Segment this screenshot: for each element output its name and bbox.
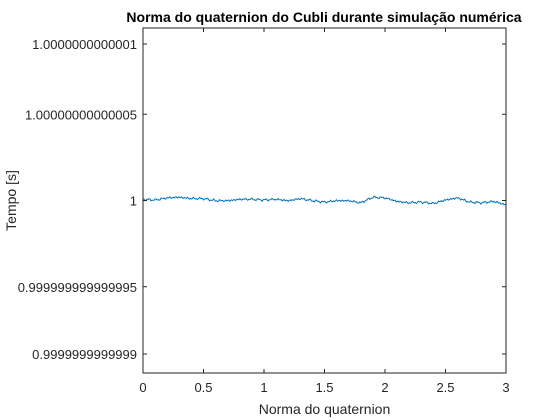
plot-area bbox=[143, 28, 506, 373]
x-tick-label: 2 bbox=[381, 380, 388, 395]
x-tick-label: 0 bbox=[139, 380, 146, 395]
y-axis: 1.0000000000001 1.00000000000005 1 0.999999… bbox=[18, 37, 506, 362]
x-tick-label: 1 bbox=[260, 380, 267, 395]
x-tick-label: 2.5 bbox=[436, 380, 454, 395]
y-tick-label: 1.0000000000001 bbox=[32, 37, 137, 52]
x-axis: 0 0.5 1 1.5 2 2.5 3 bbox=[139, 28, 510, 395]
chart-title: Norma do quaternion do Cubli durante sim… bbox=[126, 9, 521, 25]
x-tick-label: 0.5 bbox=[194, 380, 212, 395]
y-tick-label: 0.9999999999999 bbox=[32, 347, 137, 362]
y-tick-label: 1 bbox=[130, 194, 137, 209]
x-tick-label: 3 bbox=[502, 380, 509, 395]
y-axis-label: Tempo [s] bbox=[3, 170, 19, 231]
x-tick-label: 1.5 bbox=[315, 380, 333, 395]
series-line bbox=[142, 195, 507, 206]
y-tick-label: 0.999999999999995 bbox=[18, 280, 137, 295]
y-tick-label: 1.00000000000005 bbox=[25, 107, 137, 122]
x-axis-label: Norma do quaternion bbox=[259, 401, 391, 417]
chart-marks bbox=[142, 195, 507, 206]
